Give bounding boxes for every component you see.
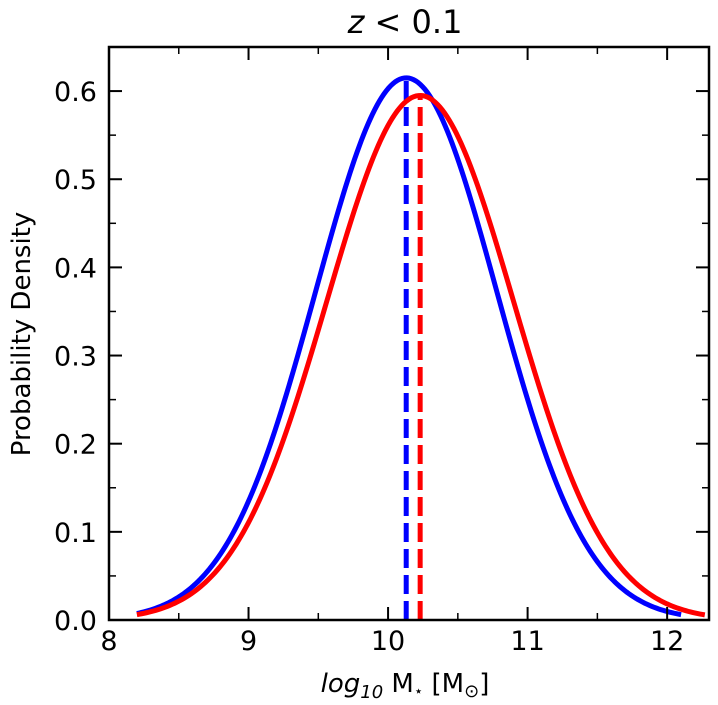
plot-frame bbox=[107, 45, 711, 622]
x-tick-label: 11 bbox=[510, 626, 544, 657]
x-tick-label: 10 bbox=[371, 626, 405, 657]
y-axis-label: Probability Density bbox=[7, 212, 37, 457]
y-tick-label: 0.5 bbox=[54, 165, 97, 196]
x-tick-label: 12 bbox=[650, 626, 684, 657]
y-tick-label: 0.0 bbox=[54, 606, 97, 637]
blue-density-curve bbox=[136, 75, 682, 618]
x-tick-label: 9 bbox=[240, 626, 257, 657]
x-label-sun: ⊙ bbox=[464, 681, 479, 702]
x-axis-label: log10 M⋆ [M⊙] bbox=[321, 669, 490, 703]
red-density-curve bbox=[136, 92, 706, 618]
tick-labels: 8 9 10 11 12 0.0 0.1 0.2 0.3 0.4 0.5 0.6 bbox=[54, 77, 684, 657]
y-tick-label: 0.3 bbox=[54, 342, 97, 373]
axis-ticks bbox=[108, 46, 709, 621]
y-tick-label: 0.1 bbox=[54, 518, 97, 549]
plot-lines bbox=[136, 75, 706, 620]
y-tick-label: 0.4 bbox=[54, 253, 97, 284]
y-tick-label: 0.2 bbox=[54, 430, 97, 461]
x-label-log: log bbox=[321, 669, 361, 699]
x-label-m: M bbox=[383, 669, 414, 699]
y-tick-label: 0.6 bbox=[54, 77, 97, 108]
title-variable: z bbox=[347, 3, 366, 41]
x-label-subscript: 10 bbox=[360, 682, 383, 703]
x-tick-label: 8 bbox=[100, 626, 117, 657]
x-label-bracket-open: [M bbox=[423, 669, 464, 699]
title-condition: < 0.1 bbox=[364, 3, 462, 41]
x-label-star: ⋆ bbox=[414, 682, 423, 700]
chart-title: z < 0.1 bbox=[347, 3, 463, 41]
x-label-bracket-close: ] bbox=[479, 669, 489, 699]
